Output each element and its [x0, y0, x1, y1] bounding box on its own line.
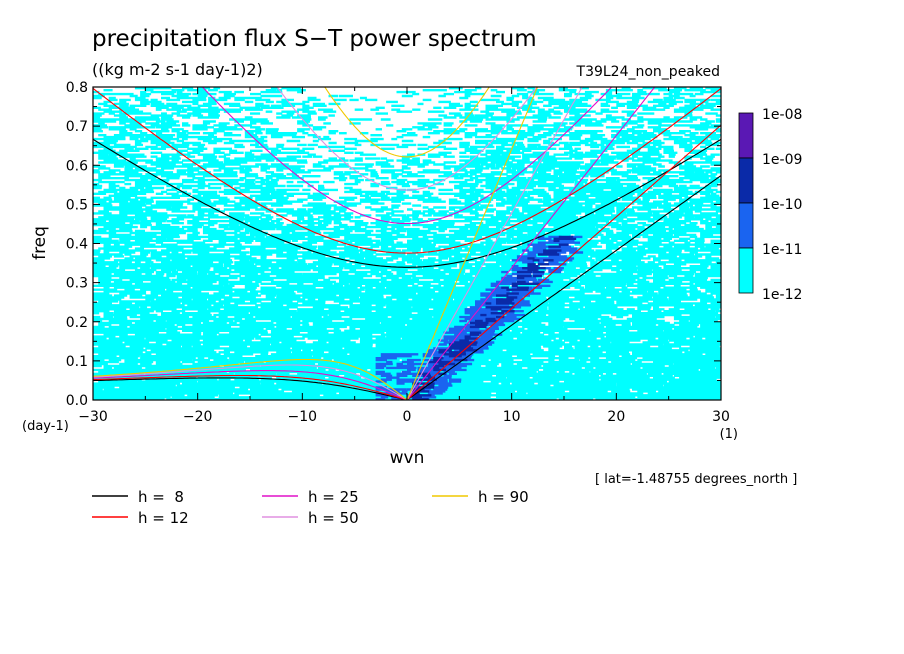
x-tick-label: 0 [403, 409, 412, 425]
colorbar-label: 1e-12 [762, 287, 802, 303]
x-tick-label: −20 [183, 409, 213, 425]
curve-inertia-gravity-h-50 [276, 87, 538, 191]
curve-rossby-h-12 [93, 374, 408, 400]
y-axis-label: freq [30, 226, 50, 260]
y-unit-label: (day-1) [22, 419, 69, 434]
y-tick-label: 0.1 [66, 354, 88, 370]
colorbar-label: 1e-08 [762, 107, 802, 123]
chart-title: precipitation flux S−T power spectrum [92, 26, 537, 52]
axis-ticks: −30 −20 −10 0 10 20 30 0.0 0.1 0.2 0.3 0.4 0.5 0.6 0.7… [66, 80, 730, 425]
legend-label-h-25: h = 25 [308, 488, 359, 506]
y-tick-label: 0.8 [66, 80, 88, 96]
x-axis-label: wvn [390, 448, 425, 468]
y-tick-label: 0.3 [66, 276, 88, 292]
curve-rossby-h-8 [93, 377, 408, 400]
curve-inertia-gravity-h-90 [324, 87, 490, 158]
colorbar-swatch [738, 157, 754, 204]
dispersion-curves [93, 87, 721, 400]
y-tick-label: 0.2 [66, 315, 88, 331]
curve-inertia-gravity-h-12 [93, 87, 721, 254]
colorbar-label: 1e-10 [762, 197, 802, 213]
power-heatmap [93, 87, 721, 400]
y-tick-label: 0.7 [66, 119, 88, 135]
colorbar-label: 1e-09 [762, 152, 802, 168]
curve-kelvin-h-25 [406, 87, 656, 400]
x-tick-label: 10 [503, 409, 521, 425]
legend: h = 8 h = 12 h = 25 h = 50 h = 90 [92, 488, 529, 527]
curve-kelvin-h-50 [406, 87, 583, 400]
legend-label-h-90: h = 90 [478, 488, 529, 506]
curve-rossby-h-25 [93, 370, 408, 400]
heat-level-1e-11 [375, 235, 584, 400]
curve-rossby-h-90 [93, 358, 408, 400]
legend-label-h-50: h = 50 [308, 509, 359, 527]
curve-inertia-gravity-h-25 [201, 87, 613, 225]
chart-subtitle: ((kg m-2 s-1 day-1)2) [92, 60, 263, 79]
colorbar-label: 1e-11 [762, 242, 802, 258]
heat-level-1e-12 [93, 87, 721, 400]
x-tick-label: 30 [712, 409, 730, 425]
curve-inertia-gravity-h-8 [93, 138, 721, 268]
x-tick-label: −30 [78, 409, 108, 425]
latitude-note: [ lat=-1.48755 degrees_north ] [595, 472, 797, 487]
colorbar-swatch [738, 247, 754, 294]
legend-label-h-8: h = 8 [138, 488, 184, 506]
x-tick-label: 20 [607, 409, 625, 425]
experiment-label: T39L24_non_peaked [576, 64, 720, 80]
curve-kelvin-h-12 [406, 124, 721, 400]
curve-rossby-h-50 [93, 364, 408, 400]
y-tick-label: 0.4 [66, 237, 88, 253]
y-tick-label: 0.5 [66, 197, 88, 213]
plot-area: −30 −20 −10 0 10 20 30 0.0 0.1 0.2 0.3 0.4 0.5 0.6 0.7… [66, 80, 730, 425]
x-tick-label: −10 [288, 409, 318, 425]
y-tick-label: 0.0 [66, 393, 88, 409]
colorbar-swatch [738, 202, 754, 249]
colorbar: 1e-08 1e-09 1e-10 1e-11 1e-12 [738, 107, 802, 303]
curve-kelvin-h-8 [406, 175, 721, 400]
colorbar-swatch [738, 112, 754, 159]
curve-kelvin-h-90 [406, 87, 539, 400]
x-unit-label: (1) [720, 427, 738, 442]
legend-label-h-12: h = 12 [138, 509, 189, 527]
heat-level-1e-10 [412, 235, 577, 400]
y-tick-label: 0.6 [66, 158, 88, 174]
